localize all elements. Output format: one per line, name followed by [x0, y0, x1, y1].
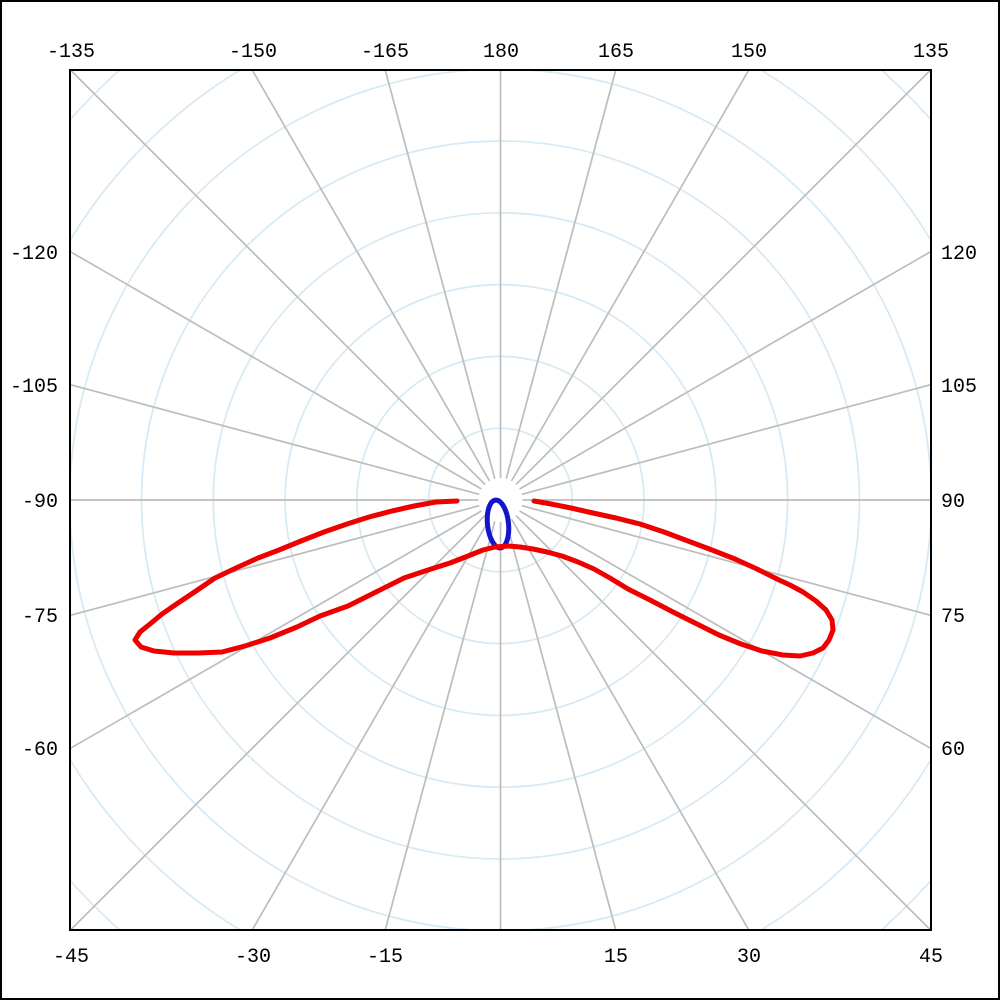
grid-ray	[70, 70, 486, 486]
angle-label-bottom: 15	[604, 946, 628, 969]
angle-label-right: 120	[941, 243, 977, 266]
grid-ray	[70, 250, 482, 490]
plot-border	[69, 69, 932, 931]
angle-label-right: 90	[941, 491, 965, 514]
angle-label-left: -60	[22, 739, 58, 762]
grid-ray	[251, 70, 491, 482]
grid-ray	[70, 383, 480, 496]
angle-label-right: 60	[941, 739, 965, 762]
angle-label-top: 135	[913, 41, 949, 64]
angle-label-left: -105	[10, 376, 58, 399]
angle-label-top: 150	[731, 41, 767, 64]
angle-label-bottom: -30	[235, 946, 271, 969]
grid-ray	[505, 521, 617, 930]
grid-ray	[70, 504, 480, 617]
grid-ray	[510, 70, 750, 482]
grid-ray	[515, 514, 931, 930]
angle-label-top: -135	[47, 41, 95, 64]
grid-ray	[384, 521, 496, 930]
grid-ray	[505, 70, 617, 479]
grid-ray	[70, 514, 486, 930]
red-curve	[132, 498, 836, 659]
angle-label-left: -75	[22, 606, 58, 629]
angle-label-top: 180	[483, 41, 519, 64]
grid-ray	[519, 250, 931, 490]
grid-ray	[510, 518, 750, 930]
angle-label-right: 75	[941, 606, 965, 629]
grid-ray	[70, 510, 482, 750]
angle-label-bottom: -45	[53, 946, 89, 969]
angle-label-bottom: 30	[737, 946, 761, 969]
grid-ray	[515, 70, 931, 486]
angle-label-bottom: -15	[367, 946, 403, 969]
angle-label-right: 105	[941, 376, 977, 399]
grid-ray	[519, 510, 931, 750]
angle-label-left: -90	[22, 491, 58, 514]
angle-label-top: 165	[598, 41, 634, 64]
grid-ray	[251, 518, 491, 930]
angle-label-bottom: 45	[919, 946, 943, 969]
grid-ray	[521, 504, 931, 617]
grid-ray	[384, 70, 496, 479]
grid-ray	[521, 383, 931, 496]
angle-label-top: -150	[229, 41, 277, 64]
angle-label-top: -165	[361, 41, 409, 64]
angle-label-left: -120	[10, 243, 58, 266]
